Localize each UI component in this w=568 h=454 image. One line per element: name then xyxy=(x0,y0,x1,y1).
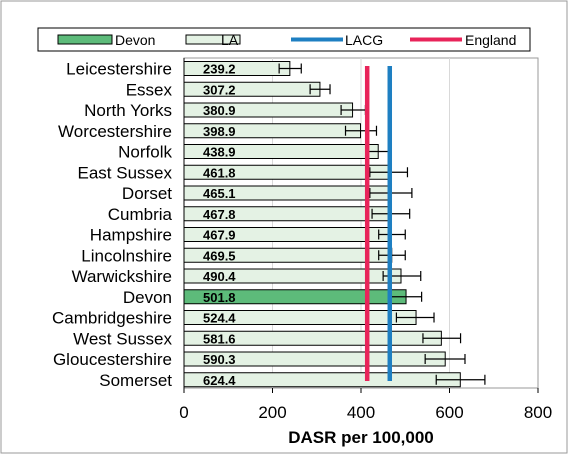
legend-label: Devon xyxy=(115,32,155,48)
legend-label: England xyxy=(465,32,516,48)
category-label: North Yorks xyxy=(84,101,172,120)
reference-lines xyxy=(364,66,393,381)
category-label: West Sussex xyxy=(73,329,172,348)
labels: Leicestershire 239.2 Essex 307.2 North Yorks… xyxy=(52,60,236,390)
x-tick-label: 0 xyxy=(179,403,188,422)
x-tick-label: 200 xyxy=(258,403,286,422)
legend-swatch xyxy=(185,34,241,45)
value-label: 581.6 xyxy=(203,331,236,346)
bar xyxy=(183,61,291,76)
value-label: 307.2 xyxy=(203,82,236,97)
value-label: 524.4 xyxy=(203,311,236,326)
category-label: Leicestershire xyxy=(66,60,172,79)
category-label: East Sussex xyxy=(78,163,173,182)
legend: Devon LA LACG England xyxy=(57,32,516,48)
legend-swatch xyxy=(57,34,113,45)
x-tick-label: 600 xyxy=(435,403,463,422)
value-label: 467.8 xyxy=(203,207,236,222)
value-label: 380.9 xyxy=(203,103,236,118)
value-label: 624.4 xyxy=(203,373,236,388)
x-tick-label: 800 xyxy=(524,403,552,422)
value-label: 398.9 xyxy=(203,124,236,139)
category-label: Lincolnshire xyxy=(81,246,172,265)
category-label: Essex xyxy=(126,80,173,99)
value-label: 239.2 xyxy=(203,62,236,77)
category-label: Dorset xyxy=(122,184,172,203)
x-tick-label: 400 xyxy=(347,403,375,422)
category-label: Devon xyxy=(123,288,172,307)
category-label: Warwickshire xyxy=(72,267,172,286)
category-label: Somerset xyxy=(99,371,172,390)
x-axis-title: DASR per 100,000 xyxy=(288,428,434,447)
value-label: 469.5 xyxy=(203,248,236,263)
category-label: Gloucestershire xyxy=(53,350,172,369)
category-label: Worcestershire xyxy=(58,122,172,141)
category-label: Hampshire xyxy=(90,226,172,245)
legend-box xyxy=(37,27,531,52)
category-label: Cumbria xyxy=(108,205,173,224)
value-label: 501.8 xyxy=(203,290,236,305)
legend-label: LACG xyxy=(345,32,383,48)
category-label: Cambridgeshire xyxy=(52,309,172,328)
x-axis: 0 200 400 600 800 xyxy=(179,58,552,422)
value-label: 465.1 xyxy=(203,186,236,201)
value-label: 461.8 xyxy=(203,165,236,180)
value-label: 438.9 xyxy=(203,145,236,160)
value-label: 467.9 xyxy=(203,228,236,243)
value-label: 590.3 xyxy=(203,352,236,367)
legend-label: LA xyxy=(221,32,239,48)
category-label: Norfolk xyxy=(118,143,172,162)
value-label: 490.4 xyxy=(203,269,236,284)
